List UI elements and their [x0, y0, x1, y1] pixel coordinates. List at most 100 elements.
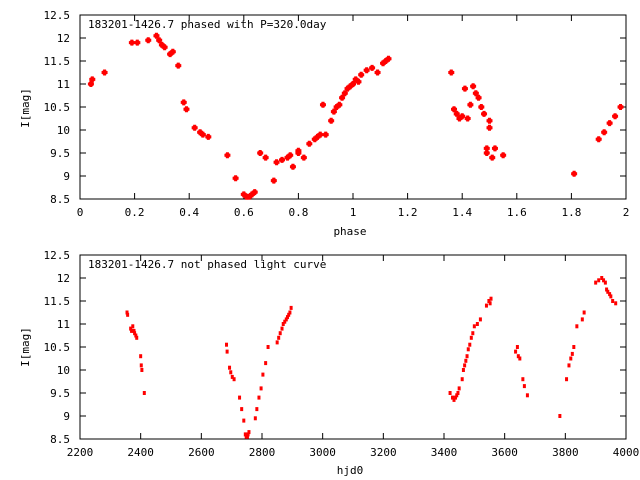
unphased-x-tick-label: 3800: [552, 446, 579, 459]
unphased-data-point: [484, 303, 488, 308]
unphased-data-point: [518, 356, 522, 361]
unphased-data-point: [125, 310, 129, 315]
unphased-data-point: [247, 430, 251, 435]
unphased-data-point: [514, 349, 518, 354]
phased-data-point: [358, 71, 365, 78]
phased-data-point: [262, 154, 269, 161]
phased-data-point: [491, 145, 498, 152]
unphased-data-point: [558, 414, 562, 418]
unphased-data-point: [452, 397, 456, 402]
phased-light-curve-panel: 0 0.2 0.4 0.6 0.8 1 1.2 1.4 1.6 1.8 2 8.5 9 9.5 10 10.5…: [19, 9, 629, 238]
phased-data-point: [128, 39, 135, 46]
unphased-data-point: [603, 280, 607, 285]
unphased-data-points: [125, 276, 618, 439]
unphased-data-point: [454, 395, 458, 400]
unphased-data-point: [287, 312, 291, 317]
phased-data-point: [328, 117, 335, 124]
phased-data-point: [257, 150, 264, 156]
unphased-data-point: [129, 326, 133, 331]
unphased-data-point: [521, 377, 525, 382]
phased-data-point: [472, 90, 479, 97]
phased-y-tick-label: 8.5: [50, 193, 70, 206]
unphased-data-point: [597, 278, 601, 283]
unphased-data-point: [565, 377, 569, 382]
phased-plot-title: 183201-1426.7 phased with P=320.0day: [88, 18, 327, 31]
unphased-data-point: [225, 342, 229, 347]
unphased-y-tick-label: 12: [57, 272, 70, 285]
phased-data-point: [470, 83, 477, 90]
unphased-data-point: [611, 299, 615, 303]
unphased-plot-frame: [79, 254, 627, 440]
phased-data-point: [606, 120, 613, 127]
phased-data-point: [374, 69, 381, 76]
unphased-data-point: [139, 363, 143, 368]
unphased-data-point: [609, 294, 613, 299]
unphased-data-point: [255, 407, 259, 412]
phased-data-point: [336, 101, 343, 108]
phased-y-tick-label: 9: [63, 170, 70, 183]
unphased-data-point: [133, 331, 137, 336]
phased-data-point: [287, 152, 294, 159]
phased-data-point: [459, 113, 466, 120]
unphased-data-point: [469, 335, 473, 340]
phased-x-axis-label: phase: [333, 225, 366, 238]
unphased-data-point: [257, 395, 261, 400]
unphased-data-point: [580, 317, 584, 322]
unphased-data-point: [289, 305, 293, 310]
phased-y-tick-label: 12: [57, 32, 70, 45]
unphased-x-tick-label: 2600: [188, 446, 215, 459]
unphased-data-point: [277, 335, 281, 340]
unphased-data-point: [280, 326, 284, 331]
unphased-plot-title: 183201-1426.7 not phased light curve: [88, 258, 326, 271]
unphased-y-tick-label: 8.5: [50, 433, 70, 446]
unphased-data-point: [575, 324, 579, 329]
phased-x-tick-label: 2: [623, 206, 630, 219]
unphased-data-point: [602, 278, 606, 283]
phased-data-point: [87, 81, 94, 87]
phased-data-point: [475, 94, 482, 101]
phased-x-tick-label: 0.6: [234, 206, 254, 219]
unphased-data-point: [475, 322, 479, 326]
unphased-data-point: [570, 351, 574, 356]
phased-data-point: [486, 117, 493, 124]
phased-data-point: [339, 94, 346, 101]
unphased-data-point: [238, 395, 242, 400]
phased-x-tick-label: 0.4: [179, 206, 199, 219]
phased-data-point: [483, 150, 490, 156]
unphased-data-point: [246, 432, 250, 437]
unphased-data-point: [461, 368, 465, 372]
unphased-y-tick-label: 9.5: [50, 387, 70, 400]
unphased-x-tick-label: 3000: [309, 446, 336, 459]
unphased-data-point: [465, 354, 469, 359]
unphased-data-point: [278, 331, 282, 336]
phased-data-point: [385, 55, 392, 62]
phased-data-point: [478, 104, 485, 110]
unphased-data-point: [264, 361, 268, 366]
phased-data-point: [612, 113, 619, 120]
unphased-data-point: [488, 301, 492, 306]
phased-x-tick-label: 1.4: [452, 206, 472, 219]
unphased-data-point: [487, 299, 491, 303]
unphased-data-point: [135, 335, 139, 340]
phased-y-tick-label: 9.5: [50, 147, 70, 160]
unphased-data-point: [228, 365, 232, 370]
unphased-y-tick-label: 10.5: [44, 341, 71, 354]
phased-data-point: [319, 101, 326, 108]
unphased-data-point: [243, 432, 247, 437]
unphased-data-point: [464, 358, 468, 363]
unphased-data-point: [253, 416, 257, 421]
phased-data-point: [341, 90, 348, 97]
phased-axis-ticks: 0 0.2 0.4 0.6 0.8 1 1.2 1.4 1.6 1.8 2 8.5 9 9.5 10 10.5…: [44, 9, 630, 219]
phased-data-point: [330, 108, 337, 115]
phased-data-point: [486, 124, 493, 131]
phased-x-tick-label: 1.8: [561, 206, 581, 219]
phased-data-point: [232, 175, 239, 182]
phased-data-point: [156, 37, 163, 44]
phased-x-tick-label: 0.2: [125, 206, 145, 219]
unphased-data-point: [572, 345, 576, 349]
phased-x-tick-label: 1.2: [398, 206, 418, 219]
phased-data-point: [191, 124, 198, 131]
unphased-data-point: [460, 377, 464, 382]
unphased-y-tick-label: 11.5: [44, 295, 71, 308]
